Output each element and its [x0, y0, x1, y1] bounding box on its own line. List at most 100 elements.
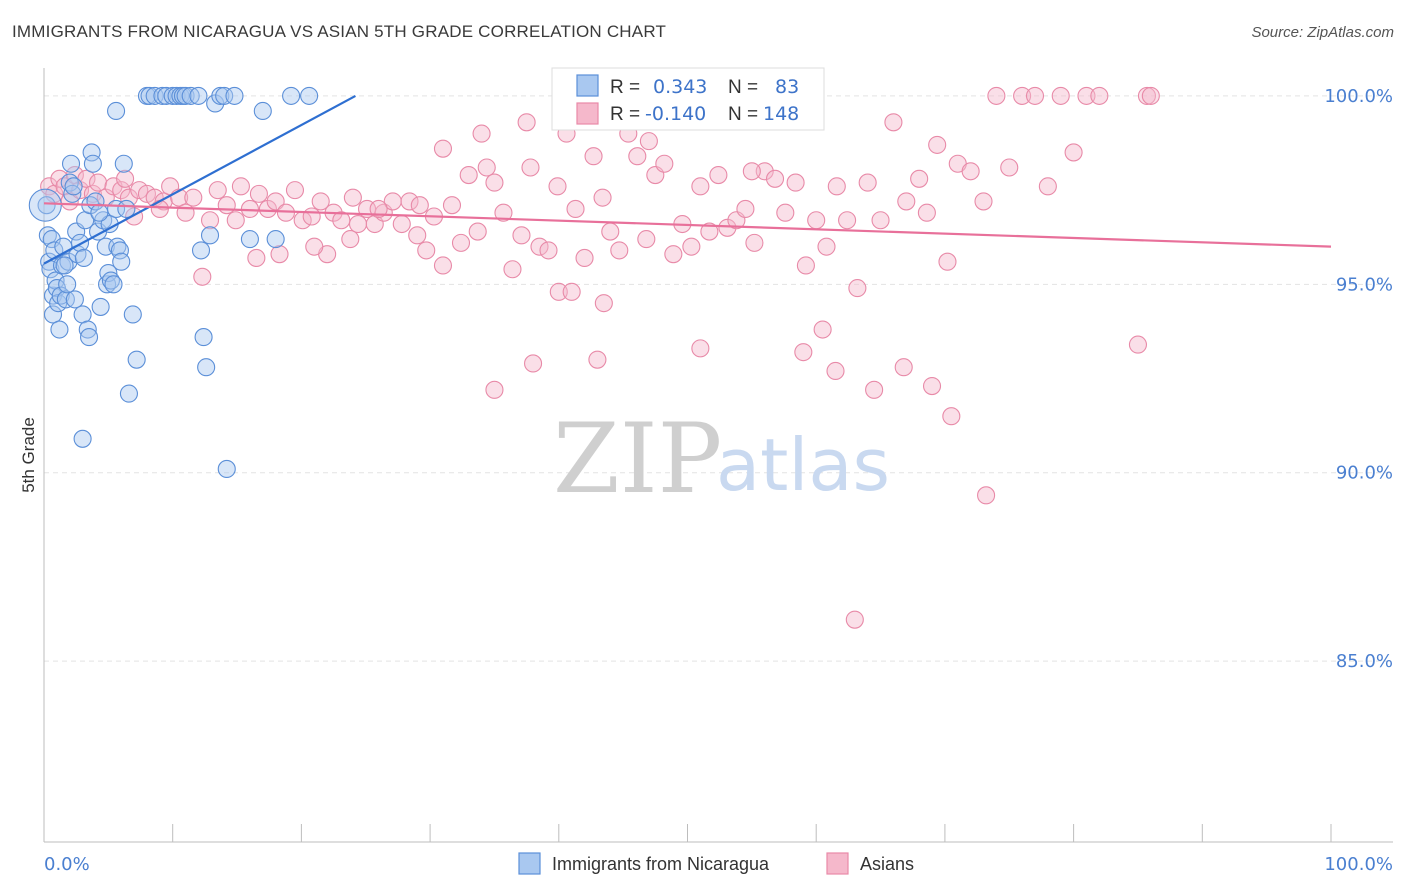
- source-label: Source: ZipAtlas.com: [1251, 24, 1394, 41]
- asians-point: [1064, 143, 1083, 162]
- asians-point: [593, 188, 612, 207]
- nicaragua-point: [90, 203, 109, 222]
- asians-point: [1051, 86, 1070, 105]
- asians-point: [258, 199, 277, 219]
- asians-point: [249, 184, 268, 203]
- asians-point: [341, 230, 360, 249]
- nicaragua-point: [117, 199, 136, 219]
- asians-point: [451, 233, 471, 252]
- asians-point: [442, 196, 462, 215]
- asians-point: [217, 196, 236, 215]
- asians-point: [150, 199, 169, 219]
- nicaragua-point: [79, 328, 99, 347]
- nicaragua-point: [63, 184, 82, 203]
- asians-point: [826, 361, 845, 381]
- nicaragua-point: [282, 86, 301, 105]
- asians-point: [745, 233, 764, 252]
- nicaragua-point: [74, 248, 93, 267]
- nicaragua-point: [240, 230, 259, 249]
- asians-point: [512, 226, 531, 245]
- nicaragua-point: [64, 177, 83, 196]
- asians-point: [1038, 177, 1057, 196]
- nicaragua-point: [83, 154, 102, 173]
- nicaragua-point: [37, 196, 56, 215]
- nicaragua-point: [200, 226, 220, 245]
- asians-point: [942, 407, 961, 426]
- asians-point: [517, 113, 536, 132]
- asians-point: [548, 177, 567, 196]
- asians-point: [736, 199, 755, 219]
- asians-point: [311, 192, 330, 211]
- trend-lines: [43, 94, 1332, 265]
- asians-point: [917, 203, 936, 222]
- asians-point: [858, 173, 877, 192]
- asians-point: [459, 165, 478, 185]
- stats-blue-n-label: N =: [728, 77, 758, 98]
- asians-point: [974, 192, 993, 211]
- asians-point: [1025, 86, 1045, 105]
- nicaragua-point: [211, 86, 230, 105]
- asians-point: [348, 214, 368, 234]
- asians-point: [610, 241, 629, 260]
- asians-point: [472, 124, 491, 143]
- nicaragua-point: [189, 86, 208, 105]
- nicaragua-point: [181, 86, 200, 105]
- asians-point: [1137, 86, 1157, 105]
- asians-point: [709, 165, 728, 185]
- asians-point: [410, 196, 429, 215]
- asians-point: [89, 173, 108, 192]
- stats-pink-r-label: R =: [610, 104, 640, 125]
- nicaragua-point: [197, 358, 216, 377]
- nicaragua-point: [112, 252, 131, 271]
- nicaragua-point: [119, 384, 138, 403]
- nicaragua-point: [217, 459, 236, 479]
- asians-point: [813, 320, 832, 339]
- asians-point: [468, 222, 487, 241]
- asians-point: [433, 256, 453, 275]
- legend-pink-label: Asians: [860, 854, 914, 874]
- asians-point: [1090, 86, 1109, 105]
- asians-point: [584, 147, 603, 166]
- stats-pink-n-value: 148: [763, 103, 799, 125]
- asians-point: [691, 177, 710, 196]
- nicaragua-point: [163, 86, 182, 105]
- asians-point: [433, 139, 453, 158]
- nicaragua-points: [28, 86, 319, 479]
- nicaragua-point: [123, 305, 142, 324]
- asians-point: [524, 354, 543, 373]
- asians-point: [549, 282, 568, 301]
- asians-point: [530, 237, 549, 256]
- legend-pink-swatch: [826, 852, 849, 875]
- asians-point: [655, 154, 674, 173]
- stats-box: R = 0.343 N = 83 R = -0.140 N = 148: [551, 67, 825, 131]
- nicaragua-point: [70, 233, 90, 252]
- legend: Immigrants from Nicaragua Asians: [518, 852, 914, 875]
- nicaragua-point: [153, 86, 172, 105]
- stats-pink-r-value: -0.140: [645, 103, 706, 125]
- asians-point: [961, 162, 980, 181]
- nicaragua-point: [225, 86, 244, 105]
- asians-point: [417, 241, 436, 260]
- asians-point: [838, 211, 857, 230]
- nicaragua-point: [253, 101, 272, 121]
- asians-points: [40, 86, 1160, 629]
- nicaragua-point: [215, 86, 234, 105]
- nicaragua-point: [266, 230, 285, 249]
- asians-point: [865, 380, 884, 399]
- asians-point: [369, 199, 388, 219]
- asians-point: [1013, 86, 1032, 105]
- nicaragua-point: [300, 86, 319, 105]
- y-axis-label: 5th Grade: [19, 417, 38, 493]
- y-tick-label: 95.0%: [1336, 274, 1393, 295]
- watermark-zip: ZIP: [553, 403, 722, 515]
- y-tick-labels: 85.0% 90.0% 95.0% 100.0%: [1324, 86, 1393, 672]
- nicaragua-point: [50, 320, 69, 339]
- asians-point: [786, 173, 805, 192]
- asians-point: [1141, 86, 1160, 105]
- asians-point: [575, 248, 594, 267]
- asians-point: [987, 86, 1006, 105]
- asians-point: [922, 377, 942, 396]
- asians-point: [639, 132, 658, 151]
- asians-point: [755, 162, 774, 181]
- asians-point: [845, 610, 864, 629]
